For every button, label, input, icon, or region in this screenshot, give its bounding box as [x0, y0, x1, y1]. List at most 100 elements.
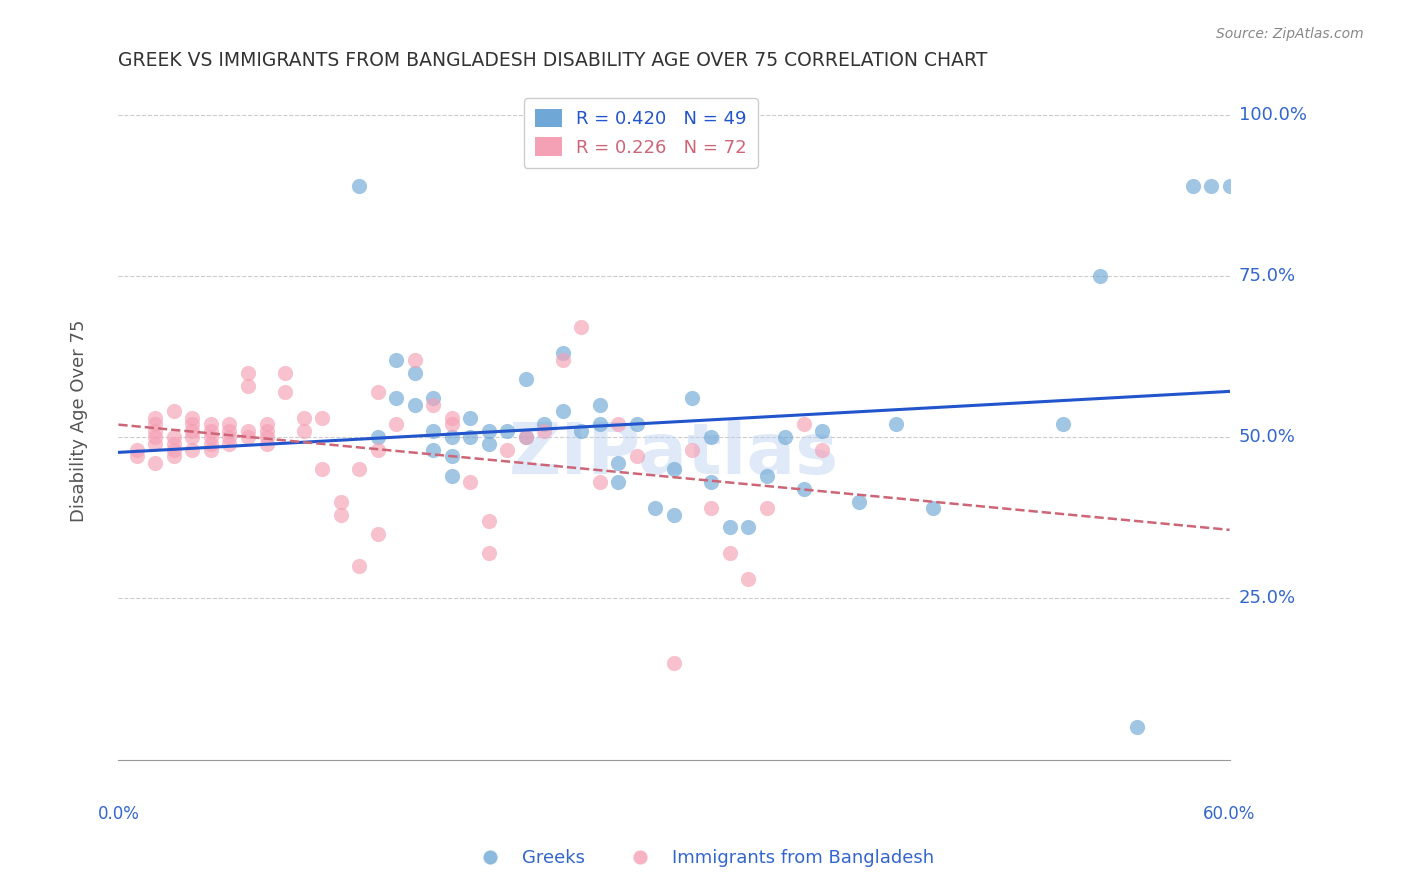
Point: [700, 475, 723, 490]
Point: [607, 475, 630, 490]
Point: [218, 424, 240, 438]
Point: [256, 436, 278, 450]
Point: [367, 527, 389, 541]
Point: [347, 178, 370, 193]
Point: [367, 384, 389, 399]
Point: [292, 424, 315, 438]
Point: [385, 352, 408, 367]
Point: [644, 501, 666, 516]
Point: [145, 424, 167, 438]
Point: [274, 384, 297, 399]
Point: [236, 378, 259, 392]
Point: [533, 417, 555, 432]
Point: [347, 462, 370, 476]
Point: [682, 443, 704, 458]
Point: [145, 456, 167, 470]
Point: [125, 450, 148, 464]
Legend: Greeks, Immigrants from Bangladesh: Greeks, Immigrants from Bangladesh: [464, 842, 942, 874]
Point: [478, 546, 501, 560]
Point: [329, 508, 352, 522]
Text: 0.0%: 0.0%: [97, 805, 139, 822]
Point: [700, 501, 723, 516]
Point: [404, 366, 426, 380]
Point: [551, 346, 574, 360]
Point: [811, 424, 834, 438]
Point: [200, 443, 222, 458]
Point: [1199, 178, 1222, 193]
Text: 75.0%: 75.0%: [1239, 267, 1296, 285]
Point: [311, 410, 333, 425]
Point: [218, 436, 240, 450]
Point: [163, 450, 186, 464]
Point: [662, 656, 685, 670]
Point: [718, 546, 741, 560]
Point: [404, 352, 426, 367]
Legend: R = 0.420   N = 49, R = 0.226   N = 72: R = 0.420 N = 49, R = 0.226 N = 72: [523, 98, 758, 168]
Point: [181, 430, 204, 444]
Point: [163, 404, 186, 418]
Point: [236, 430, 259, 444]
Point: [181, 417, 204, 432]
Text: Disability Age Over 75: Disability Age Over 75: [70, 319, 89, 523]
Point: [200, 424, 222, 438]
Point: [515, 372, 537, 386]
Point: [922, 501, 945, 516]
Point: [145, 436, 167, 450]
Point: [569, 320, 592, 334]
Point: [181, 443, 204, 458]
Point: [1052, 417, 1074, 432]
Point: [478, 514, 501, 528]
Point: [533, 424, 555, 438]
Point: [311, 462, 333, 476]
Point: [755, 468, 778, 483]
Point: [589, 417, 612, 432]
Point: [181, 424, 204, 438]
Point: [440, 410, 463, 425]
Point: [236, 424, 259, 438]
Point: [458, 410, 481, 425]
Point: [1219, 178, 1241, 193]
Point: [145, 430, 167, 444]
Point: [440, 468, 463, 483]
Point: [236, 366, 259, 380]
Point: [682, 392, 704, 406]
Point: [478, 436, 501, 450]
Point: [737, 520, 759, 534]
Point: [1126, 721, 1149, 735]
Point: [163, 430, 186, 444]
Point: [626, 450, 648, 464]
Point: [773, 430, 796, 444]
Text: Source: ZipAtlas.com: Source: ZipAtlas.com: [1216, 27, 1364, 41]
Text: GREEK VS IMMIGRANTS FROM BANGLADESH DISABILITY AGE OVER 75 CORRELATION CHART: GREEK VS IMMIGRANTS FROM BANGLADESH DISA…: [118, 51, 988, 70]
Point: [200, 417, 222, 432]
Point: [718, 520, 741, 534]
Point: [626, 417, 648, 432]
Point: [125, 443, 148, 458]
Point: [256, 424, 278, 438]
Point: [478, 424, 501, 438]
Point: [367, 443, 389, 458]
Point: [737, 572, 759, 586]
Point: [551, 404, 574, 418]
Point: [256, 430, 278, 444]
Point: [607, 456, 630, 470]
Point: [884, 417, 907, 432]
Point: [422, 443, 444, 458]
Point: [515, 430, 537, 444]
Point: [1181, 178, 1204, 193]
Point: [274, 366, 297, 380]
Point: [347, 559, 370, 574]
Point: [145, 417, 167, 432]
Point: [422, 398, 444, 412]
Point: [496, 424, 519, 438]
Point: [200, 436, 222, 450]
Point: [145, 410, 167, 425]
Point: [440, 430, 463, 444]
Point: [662, 462, 685, 476]
Point: [256, 417, 278, 432]
Point: [569, 424, 592, 438]
Point: [163, 436, 186, 450]
Point: [811, 443, 834, 458]
Point: [367, 430, 389, 444]
Point: [218, 430, 240, 444]
